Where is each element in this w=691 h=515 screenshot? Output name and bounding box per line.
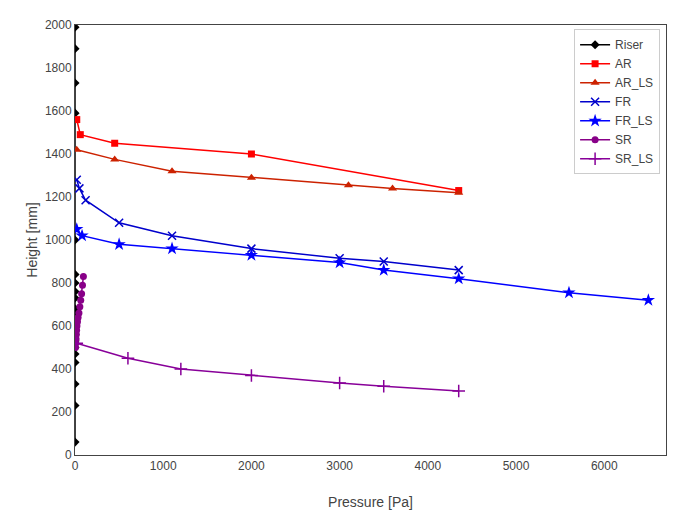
svg-text:SR_LS: SR_LS bbox=[615, 152, 653, 166]
svg-text:4000: 4000 bbox=[414, 459, 441, 473]
svg-text:2000: 2000 bbox=[45, 18, 72, 32]
svg-text:3000: 3000 bbox=[326, 459, 353, 473]
svg-text:1800: 1800 bbox=[45, 61, 72, 75]
svg-text:AR_LS: AR_LS bbox=[615, 76, 653, 90]
svg-text:0: 0 bbox=[65, 448, 72, 462]
svg-text:Riser: Riser bbox=[615, 38, 643, 52]
svg-text:AR: AR bbox=[615, 57, 632, 71]
svg-text:1000: 1000 bbox=[150, 459, 177, 473]
svg-text:1000: 1000 bbox=[45, 233, 72, 247]
svg-text:5000: 5000 bbox=[503, 459, 530, 473]
svg-text:SR: SR bbox=[615, 133, 632, 147]
svg-text:Pressure [Pa]: Pressure [Pa] bbox=[328, 494, 413, 510]
svg-text:0: 0 bbox=[72, 459, 79, 473]
svg-text:400: 400 bbox=[52, 362, 72, 376]
svg-text:600: 600 bbox=[52, 319, 72, 333]
svg-text:1200: 1200 bbox=[45, 190, 72, 204]
svg-text:Height [mm]: Height [mm] bbox=[24, 202, 40, 277]
svg-text:1400: 1400 bbox=[45, 147, 72, 161]
svg-text:FR: FR bbox=[615, 95, 631, 109]
svg-text:FR_LS: FR_LS bbox=[615, 114, 652, 128]
svg-text:2000: 2000 bbox=[238, 459, 265, 473]
svg-text:6000: 6000 bbox=[591, 459, 618, 473]
svg-text:800: 800 bbox=[52, 276, 72, 290]
svg-text:200: 200 bbox=[52, 405, 72, 419]
svg-text:1600: 1600 bbox=[45, 104, 72, 118]
